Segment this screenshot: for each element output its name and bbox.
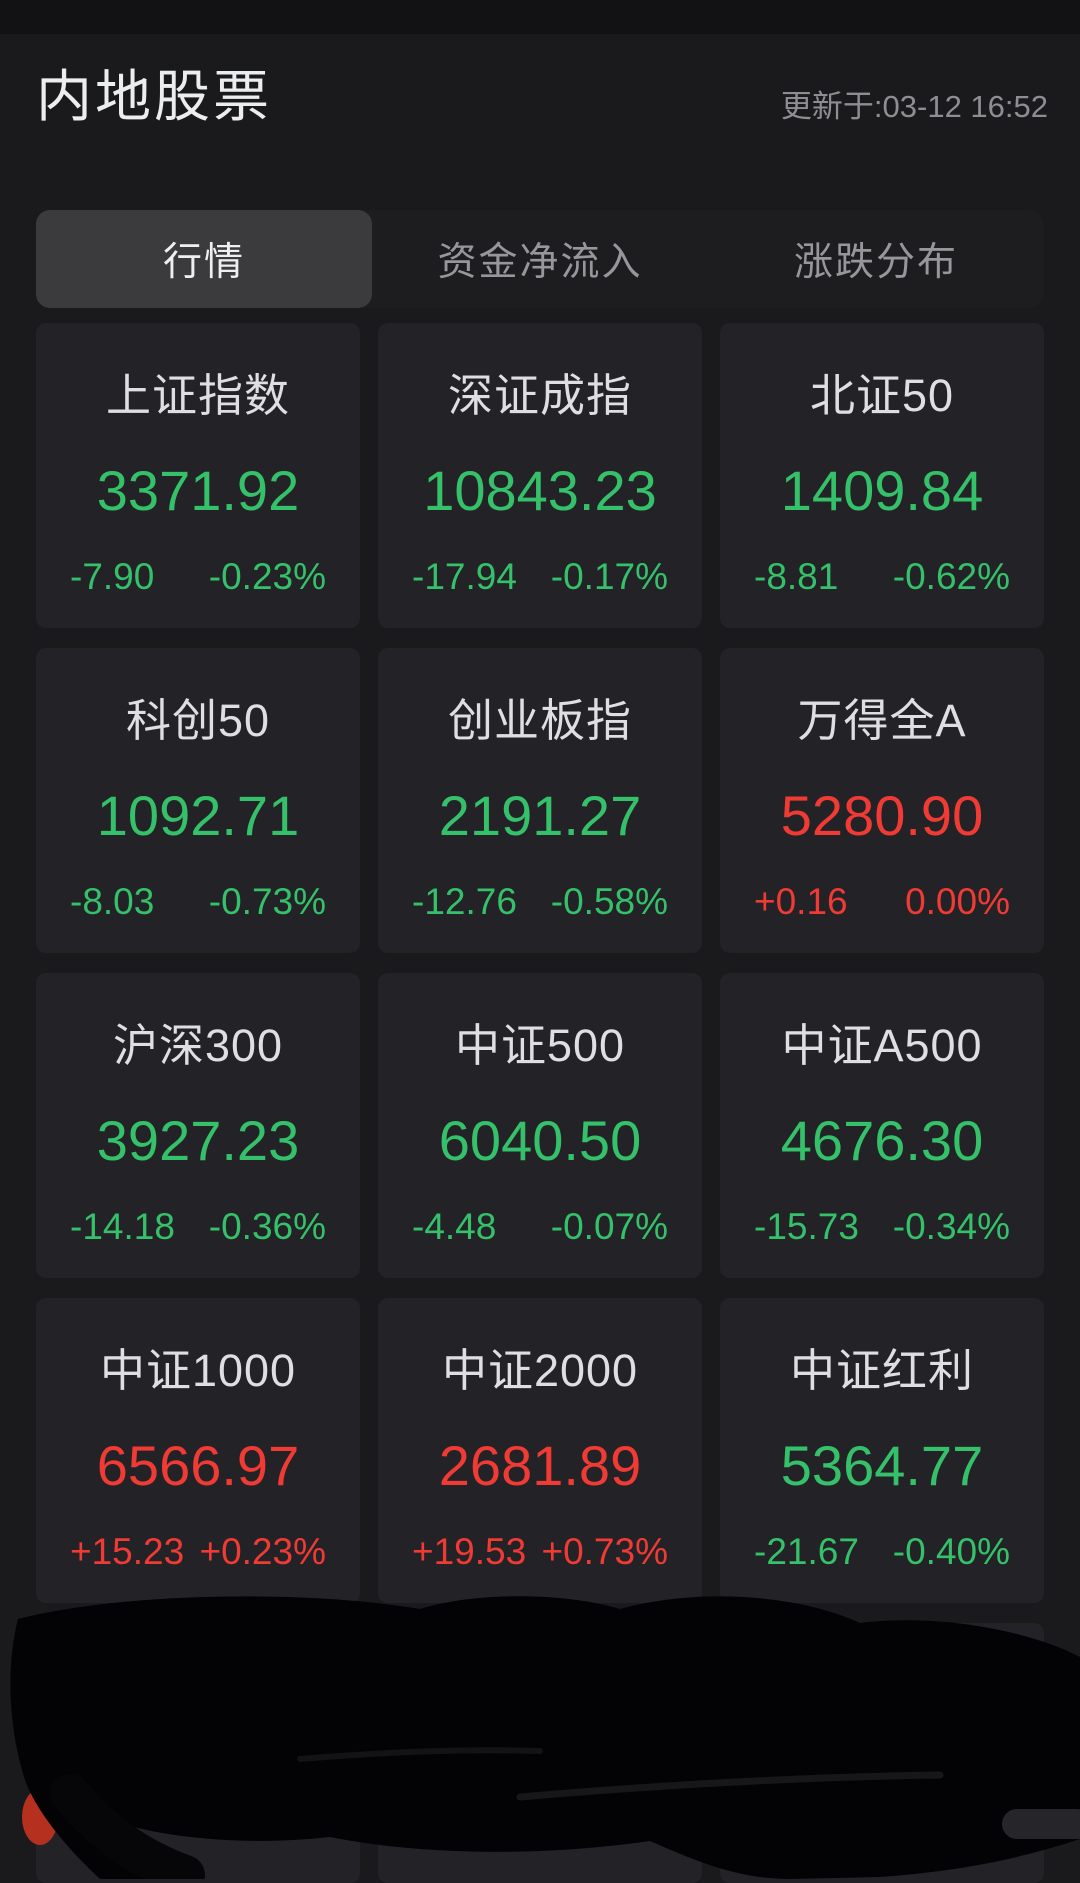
index-value: 2681.89 [438, 1433, 642, 1497]
index-change: -14.18 [70, 1206, 175, 1247]
updated-timestamp: 更新于:03-12 16:52 [780, 89, 1048, 124]
index-value: 10843.23 [423, 458, 657, 522]
index-change-row: -4.48 -0.07% [378, 1206, 702, 1248]
index-card[interactable]: 沪深300 3927.23 -14.18 -0.36% [36, 973, 360, 1278]
index-change: -8.03 [70, 881, 155, 922]
tab-net-inflow[interactable]: 资金净流入 [372, 210, 708, 308]
page-header: 内地股票 更新于:03-12 16:52 [36, 52, 1048, 133]
status-bar-area [0, 0, 1080, 34]
index-change-pct: -0.73% [208, 881, 326, 922]
index-name: 中证500 [454, 1020, 626, 1071]
index-change-row: -7.90 -0.23% [36, 556, 360, 598]
tab-advance-decline[interactable]: 涨跌分布 [708, 210, 1044, 308]
index-change-row: -8.81 -0.62% [720, 556, 1044, 598]
index-card[interactable]: 中证红利 5364.77 -21.67 -0.40% [720, 1298, 1044, 1603]
index-card[interactable]: 中证2000 2681.89 +19.53 +0.73% [378, 1298, 702, 1603]
index-value: 5280.90 [780, 783, 984, 847]
index-card[interactable]: 科创50 1092.71 -8.03 -0.73% [36, 648, 360, 953]
index-card[interactable]: 创业板指 2191.27 -12.76 -0.58% [378, 648, 702, 953]
index-change: -21.67 [754, 1531, 859, 1572]
index-change-pct: -0.07% [550, 1206, 668, 1247]
index-name: 科创50 [125, 695, 271, 746]
index-change: -4.48 [412, 1206, 497, 1247]
index-card[interactable]: 深证成指 10843.23 -17.94 -0.17% [378, 323, 702, 628]
index-change-pct: -0.23% [208, 556, 326, 597]
index-change: -15.73 [754, 1206, 859, 1247]
index-change: -8.81 [754, 556, 839, 597]
index-value: 3927.23 [96, 1108, 300, 1172]
index-value: 1092.71 [96, 783, 300, 847]
index-value: 2191.27 [438, 783, 642, 847]
index-value: 6566.97 [96, 1433, 300, 1497]
index-change-row: -8.03 -0.73% [36, 881, 360, 923]
redaction-scribble [10, 1596, 1080, 1879]
index-name: 上证指数 [105, 370, 290, 421]
index-change-pct: +0.23% [199, 1531, 326, 1572]
index-change-pct: 0.00% [905, 881, 1010, 922]
tab-label: 资金净流入 [437, 241, 643, 284]
tab-quotes[interactable]: 行情 [36, 210, 372, 308]
index-card[interactable]: 中证1000 6566.97 +15.23 +0.23% [36, 1298, 360, 1603]
tab-label: 行情 [162, 241, 245, 284]
index-change: -12.76 [412, 881, 517, 922]
tab-label: 涨跌分布 [793, 241, 958, 284]
index-change: -7.90 [70, 556, 155, 597]
index-change: +15.23 [70, 1531, 185, 1572]
index-grid: 上证指数 3371.92 -7.90 -0.23% 深证成指 10843.23 … [36, 323, 1044, 1603]
index-change-pct: -0.36% [208, 1206, 326, 1247]
index-card[interactable]: 中证500 6040.50 -4.48 -0.07% [378, 973, 702, 1278]
index-card[interactable]: 中证A500 4676.30 -15.73 -0.34% [720, 973, 1044, 1278]
index-name: 沪深300 [112, 1020, 284, 1071]
index-name: 中证红利 [789, 1345, 974, 1396]
index-change-pct: -0.40% [892, 1531, 1010, 1572]
index-name: 北证50 [809, 370, 955, 421]
index-value: 1409.84 [780, 458, 984, 522]
index-name: 创业板指 [447, 695, 632, 746]
index-value: 5364.77 [780, 1433, 984, 1497]
index-change-row: +19.53 +0.73% [378, 1531, 702, 1573]
index-change-pct: -0.34% [892, 1206, 1010, 1247]
index-change-pct: +0.73% [541, 1531, 668, 1572]
index-name: 中证1000 [99, 1345, 297, 1396]
index-change-row: -12.76 -0.58% [378, 881, 702, 923]
index-value: 6040.50 [438, 1108, 642, 1172]
index-value: 3371.92 [96, 458, 300, 522]
index-change-row: -15.73 -0.34% [720, 1206, 1044, 1248]
index-change-row: +15.23 +0.23% [36, 1531, 360, 1573]
index-change-pct: -0.17% [550, 556, 668, 597]
index-change-pct: -0.62% [892, 556, 1010, 597]
index-change: +19.53 [412, 1531, 527, 1572]
index-value: 4676.30 [780, 1108, 984, 1172]
index-card[interactable]: 万得全A 5280.90 +0.16 0.00% [720, 648, 1044, 953]
index-change-row: -21.67 -0.40% [720, 1531, 1044, 1573]
index-card[interactable]: 上证指数 3371.92 -7.90 -0.23% [36, 323, 360, 628]
index-name: 深证成指 [447, 370, 632, 421]
index-name: 中证A500 [781, 1020, 983, 1071]
index-change: +0.16 [754, 881, 848, 922]
tab-bar: 行情 资金净流入 涨跌分布 [36, 210, 1044, 308]
index-change: -17.94 [412, 556, 517, 597]
index-change-row: +0.16 0.00% [720, 881, 1044, 923]
index-name: 中证2000 [441, 1345, 639, 1396]
index-change-row: -17.94 -0.17% [378, 556, 702, 598]
page-title: 内地股票 [36, 65, 272, 128]
index-change-row: -14.18 -0.36% [36, 1206, 360, 1248]
index-name: 万得全A [797, 695, 967, 746]
index-change-pct: -0.58% [550, 881, 668, 922]
index-card[interactable]: 北证50 1409.84 -8.81 -0.62% [720, 323, 1044, 628]
